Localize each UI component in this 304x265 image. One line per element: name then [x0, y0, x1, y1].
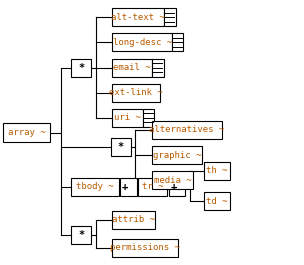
FancyBboxPatch shape	[152, 121, 222, 139]
FancyBboxPatch shape	[112, 109, 143, 127]
FancyBboxPatch shape	[120, 178, 137, 196]
FancyBboxPatch shape	[164, 8, 176, 26]
FancyBboxPatch shape	[204, 162, 230, 180]
FancyBboxPatch shape	[112, 59, 152, 77]
FancyBboxPatch shape	[152, 171, 193, 189]
FancyBboxPatch shape	[111, 138, 131, 156]
Text: alternatives ~: alternatives ~	[149, 125, 225, 134]
FancyBboxPatch shape	[138, 178, 167, 196]
Text: email ~: email ~	[113, 63, 151, 72]
Text: graphic ~: graphic ~	[153, 151, 201, 160]
FancyBboxPatch shape	[112, 8, 164, 26]
FancyBboxPatch shape	[71, 178, 119, 196]
Text: th ~: th ~	[206, 166, 227, 175]
FancyBboxPatch shape	[204, 192, 230, 210]
FancyBboxPatch shape	[71, 226, 91, 244]
Text: *: *	[78, 63, 85, 73]
Text: alt-text ~: alt-text ~	[112, 13, 165, 22]
Text: tr ~: tr ~	[142, 182, 164, 191]
FancyBboxPatch shape	[3, 123, 50, 142]
Text: uri ~: uri ~	[114, 113, 141, 122]
FancyBboxPatch shape	[152, 59, 164, 77]
Text: ext-link ~: ext-link ~	[109, 88, 163, 97]
FancyBboxPatch shape	[143, 109, 154, 127]
Text: long-desc ~: long-desc ~	[112, 38, 172, 47]
FancyBboxPatch shape	[112, 239, 178, 257]
Text: td ~: td ~	[206, 197, 227, 206]
FancyBboxPatch shape	[112, 33, 172, 51]
FancyBboxPatch shape	[71, 59, 91, 77]
Text: permissions ~: permissions ~	[110, 243, 180, 252]
Text: +: +	[171, 182, 183, 192]
FancyBboxPatch shape	[169, 178, 185, 196]
FancyBboxPatch shape	[172, 33, 183, 51]
FancyBboxPatch shape	[112, 211, 155, 229]
Text: attrib ~: attrib ~	[112, 215, 155, 224]
Text: array ~: array ~	[8, 128, 45, 137]
Text: *: *	[78, 229, 85, 240]
Text: tbody ~: tbody ~	[76, 182, 114, 191]
FancyBboxPatch shape	[112, 84, 160, 102]
Text: media ~: media ~	[154, 176, 191, 185]
FancyBboxPatch shape	[152, 146, 202, 164]
Text: *: *	[118, 142, 124, 152]
Text: +: +	[122, 182, 135, 192]
